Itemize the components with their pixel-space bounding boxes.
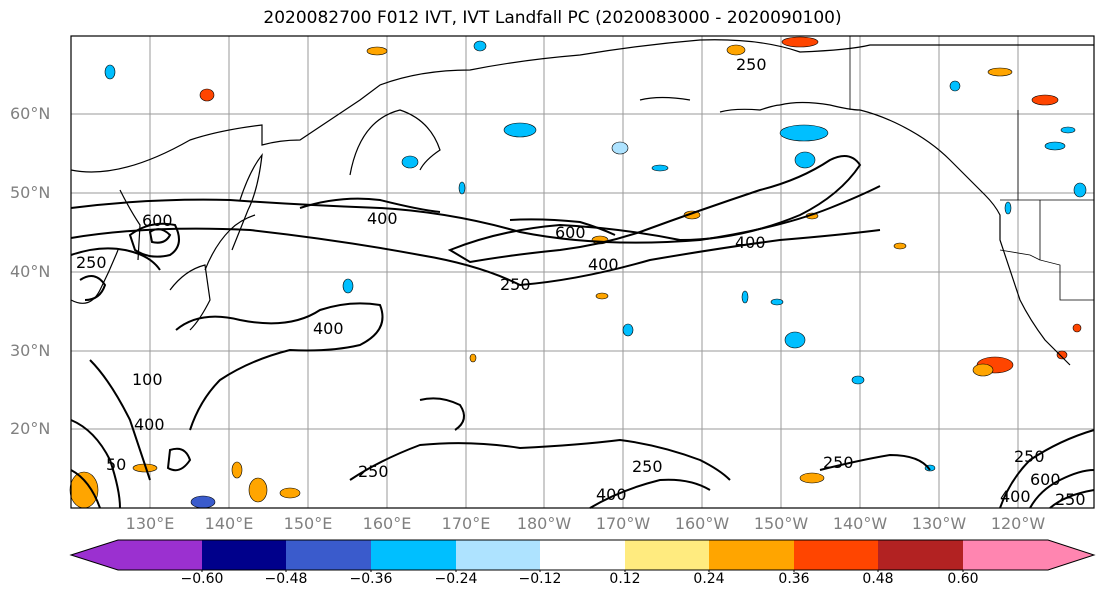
contour-label: 400 xyxy=(596,485,627,504)
contour-label: 250 xyxy=(76,253,107,272)
colorbar-cell xyxy=(202,540,286,570)
contour-label: 250 xyxy=(1055,490,1086,509)
lat-label: 40°N xyxy=(10,262,51,281)
contour-label: 400 xyxy=(735,233,766,252)
contour-label: 50 xyxy=(106,455,126,474)
contour-label: 600 xyxy=(555,223,586,242)
contour-label: 250 xyxy=(500,275,531,294)
lon-label: 130°E xyxy=(125,514,175,533)
lon-label: 150°W xyxy=(753,514,809,533)
contour-label-group: 250 400 600 400 250 400 600 400 250 100 … xyxy=(76,55,1086,509)
colorbar-cell xyxy=(794,540,878,570)
contour-label: 250 xyxy=(358,462,389,481)
lon-label: 150°E xyxy=(283,514,333,533)
colorbar-tick-label: 0.60 xyxy=(947,571,979,587)
contour-label: 250 xyxy=(632,457,663,476)
lon-label: 170°W xyxy=(595,514,651,533)
lon-label: 160°W xyxy=(674,514,730,533)
lon-label: 140°E xyxy=(204,514,254,533)
ivt-contours xyxy=(70,155,1095,509)
lat-label: 60°N xyxy=(10,104,51,123)
lon-label: 120°W xyxy=(990,514,1046,533)
colorbar-tick-label: 0.12 xyxy=(609,571,641,587)
contour-label: 250 xyxy=(823,453,854,472)
colorbar-cell xyxy=(878,540,963,570)
contour-label: 400 xyxy=(134,415,165,434)
lat-label: 50°N xyxy=(10,183,51,202)
colorbar-cell xyxy=(456,540,540,570)
colorbar-tick-label: 0.48 xyxy=(862,571,894,587)
colorbar-tick-label: 0.36 xyxy=(778,571,810,587)
colorbar-cell xyxy=(963,540,1048,570)
contour-label: 600 xyxy=(1030,470,1061,489)
lon-label: 180°W xyxy=(516,514,572,533)
contour-label: 600 xyxy=(142,211,173,230)
coastlines xyxy=(70,39,1094,366)
lon-label: 140°W xyxy=(832,514,888,533)
pc-positive-patches xyxy=(69,36,1082,509)
contour-label: 250 xyxy=(736,55,767,74)
lon-label: 170°E xyxy=(441,514,491,533)
colorbar-cell xyxy=(625,540,709,570)
colorbar-tick-label: −0.36 xyxy=(349,571,393,587)
graticule xyxy=(71,36,1094,508)
lon-label: 160°E xyxy=(362,514,412,533)
colorbar-tick-marks xyxy=(201,570,964,572)
colorbar-extend-low xyxy=(71,540,118,570)
colorbar-cell xyxy=(371,540,456,570)
ivt-map: 250 400 600 400 250 400 600 400 250 100 … xyxy=(69,35,1095,509)
contour-label: 100 xyxy=(132,370,163,389)
colorbar-cell xyxy=(118,540,202,570)
pc-negative-patches xyxy=(104,40,1087,509)
contour-label: 400 xyxy=(1000,487,1031,506)
lat-label: 20°N xyxy=(10,419,51,438)
contour-label: 400 xyxy=(313,319,344,338)
lon-label: 130°W xyxy=(911,514,967,533)
colorbar-cell xyxy=(709,540,794,570)
political-borders xyxy=(849,36,1094,301)
colorbar-tick-label: 0.24 xyxy=(693,571,725,587)
contour-label: 400 xyxy=(588,255,619,274)
colorbar-tick-label: −0.12 xyxy=(518,571,562,587)
colorbar-tick-label: −0.48 xyxy=(264,571,308,587)
map-title: 2020082700 F012 IVT, IVT Landfall PC (20… xyxy=(263,8,842,28)
colorbar-cell xyxy=(286,540,371,570)
contour-label: 400 xyxy=(367,209,398,228)
colorbar-cell xyxy=(540,540,625,570)
colorbar-tick-label: −0.24 xyxy=(434,571,478,587)
colorbar-outline xyxy=(69,539,1096,571)
contour-label: 250 xyxy=(1014,447,1045,466)
map-frame xyxy=(70,35,1095,509)
colorbar xyxy=(69,539,1096,572)
colorbar-tick-label: −0.60 xyxy=(180,571,224,587)
colorbar-cells xyxy=(69,539,1096,571)
colorbar-extend-high xyxy=(1048,540,1094,570)
lat-label: 30°N xyxy=(10,341,51,360)
